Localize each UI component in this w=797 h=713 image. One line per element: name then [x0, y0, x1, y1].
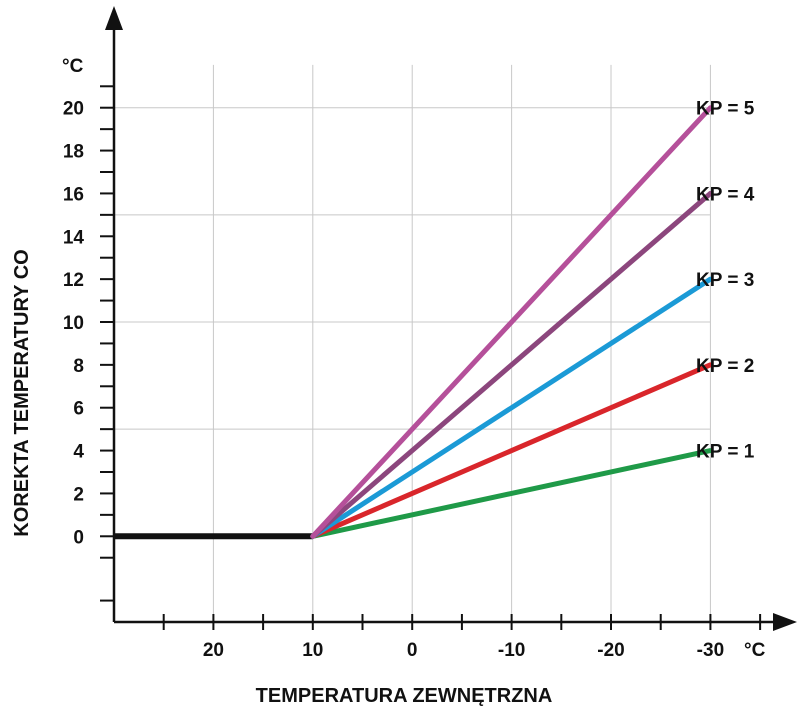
- lines: [114, 105, 713, 540]
- y-tick-label: 4: [73, 442, 84, 463]
- y-tick-label: 16: [63, 184, 84, 205]
- y-tick-label: 6: [73, 399, 84, 420]
- series-label-kp-5: KP = 5: [696, 99, 755, 120]
- x-tick-label: -10: [498, 640, 525, 661]
- x-tick-label: -20: [597, 640, 624, 661]
- series-label-kp-4: KP = 4: [696, 184, 755, 205]
- y-tick-label: 20: [63, 99, 84, 120]
- x-tick-label: -30: [697, 640, 724, 661]
- series-line-kp-4: [310, 190, 713, 539]
- series-line-kp-1: [310, 448, 713, 539]
- y-axis-arrow-icon: [105, 6, 123, 30]
- x-axis-title: TEMPERATURA ZEWNĘTRZNA: [256, 685, 553, 707]
- x-tick-label: 20: [203, 640, 224, 661]
- y-tick-label: 14: [63, 227, 85, 248]
- y-tick-label: 2: [73, 484, 84, 505]
- series-label-kp-2: KP = 2: [696, 356, 754, 377]
- x-unit-label: °C: [744, 640, 766, 661]
- y-unit-label: °C: [62, 56, 84, 77]
- y-tick-label: 12: [63, 270, 84, 291]
- series-line-kp-5: [310, 105, 713, 539]
- series-label-kp-3: KP = 3: [696, 270, 754, 291]
- x-tick-label: 10: [302, 640, 323, 661]
- y-tick-label: 18: [63, 142, 84, 163]
- labels: 20 10 0 -10 -20 -30 0 2 4 6 8 10 12 14 16 18 20 KP = 1 KP …: [63, 99, 755, 661]
- series-line-kp-2: [310, 362, 713, 539]
- y-tick-label: 0: [73, 527, 84, 548]
- x-tick-label: 0: [407, 640, 418, 661]
- series-line-kp-3: [310, 276, 713, 539]
- series-label-kp-1: KP = 1: [696, 442, 755, 463]
- x-axis-arrow-icon: [773, 613, 797, 631]
- ticks: [100, 85, 762, 630]
- y-axis-title: KOREKTA TEMPERATURY CO: [11, 249, 33, 536]
- y-tick-label: 10: [63, 313, 84, 334]
- y-tick-label: 8: [73, 356, 84, 377]
